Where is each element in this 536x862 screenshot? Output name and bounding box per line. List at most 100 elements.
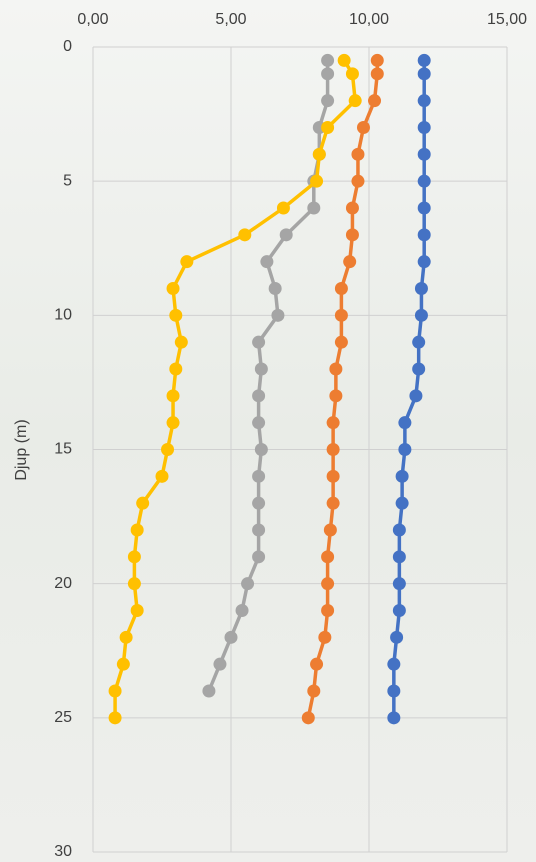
x-tick-label: 5,00 (215, 11, 246, 28)
data-point (387, 711, 401, 725)
y-tick-label: 15 (54, 441, 72, 458)
data-point (169, 308, 183, 322)
data-point (321, 67, 335, 81)
data-point (414, 282, 428, 295)
data-point (417, 255, 431, 269)
data-point (356, 121, 370, 134)
data-point (155, 469, 169, 483)
data-point (343, 255, 357, 269)
data-point (180, 255, 194, 269)
data-point (387, 657, 401, 671)
data-point (417, 147, 431, 161)
data-point (326, 416, 340, 430)
data-point (370, 67, 384, 81)
data-point (392, 577, 406, 591)
data-point (252, 389, 266, 403)
y-axis-label: Djup (m) (13, 419, 30, 480)
data-point (398, 416, 412, 430)
data-point (412, 362, 426, 376)
data-point (127, 550, 141, 564)
data-point (166, 389, 180, 403)
data-point (334, 308, 348, 322)
data-point (329, 389, 343, 403)
y-tick-label: 30 (54, 843, 72, 860)
data-point (307, 684, 321, 698)
data-point (130, 604, 144, 617)
data-point (136, 496, 150, 510)
data-point (345, 67, 359, 81)
data-point (326, 443, 340, 456)
y-tick-label: 0 (63, 38, 72, 55)
data-point (252, 469, 266, 483)
data-point (260, 255, 274, 269)
data-point (348, 94, 362, 108)
x-tick-label: 15,00 (487, 11, 527, 28)
data-point (321, 53, 335, 67)
x-tick-label: 0,00 (77, 11, 108, 28)
data-point (417, 67, 431, 81)
data-point (174, 335, 188, 349)
data-point (417, 53, 431, 67)
data-point (321, 604, 335, 617)
data-point (130, 523, 144, 537)
data-point (224, 630, 238, 644)
x-tick-label: 10,00 (349, 11, 389, 28)
data-point (395, 496, 409, 510)
data-point (252, 416, 266, 430)
data-point (321, 577, 335, 591)
data-point (370, 53, 384, 67)
data-point (252, 550, 266, 564)
data-point (161, 443, 175, 456)
data-point (345, 201, 359, 215)
data-point (254, 443, 268, 456)
y-tick-label: 5 (63, 172, 72, 189)
data-point (345, 228, 359, 242)
data-point (312, 147, 326, 161)
data-point (334, 335, 348, 349)
data-point (108, 711, 122, 725)
data-point (235, 604, 249, 617)
data-point (417, 94, 431, 108)
data-point (323, 523, 337, 537)
data-point (318, 630, 332, 644)
data-point (307, 201, 321, 215)
data-point (271, 308, 285, 322)
data-point (252, 523, 266, 537)
data-point (409, 389, 423, 403)
data-point (326, 496, 340, 510)
data-point (169, 362, 183, 376)
data-point (116, 657, 130, 671)
data-point (268, 282, 282, 295)
data-point (321, 94, 335, 108)
data-point (279, 228, 293, 242)
data-point (301, 711, 315, 725)
data-point (351, 174, 365, 188)
data-point (392, 604, 406, 617)
data-point (321, 550, 335, 564)
data-point (398, 443, 412, 456)
data-point (252, 335, 266, 349)
data-point (417, 201, 431, 215)
y-tick-label: 20 (54, 575, 72, 592)
data-point (395, 469, 409, 483)
data-point (412, 335, 426, 349)
data-point (166, 282, 180, 295)
data-point (329, 362, 343, 376)
data-point (351, 147, 365, 161)
data-point (387, 684, 401, 698)
data-point (392, 523, 406, 537)
data-point (252, 496, 266, 510)
data-point (127, 577, 141, 591)
y-tick-label: 10 (54, 307, 72, 324)
data-point (390, 630, 404, 644)
data-point (321, 121, 335, 134)
data-point (392, 550, 406, 564)
data-point (337, 53, 351, 67)
data-point (334, 282, 348, 295)
data-point (414, 308, 428, 322)
data-point (166, 416, 180, 430)
data-point (241, 577, 255, 591)
data-point (108, 684, 122, 698)
